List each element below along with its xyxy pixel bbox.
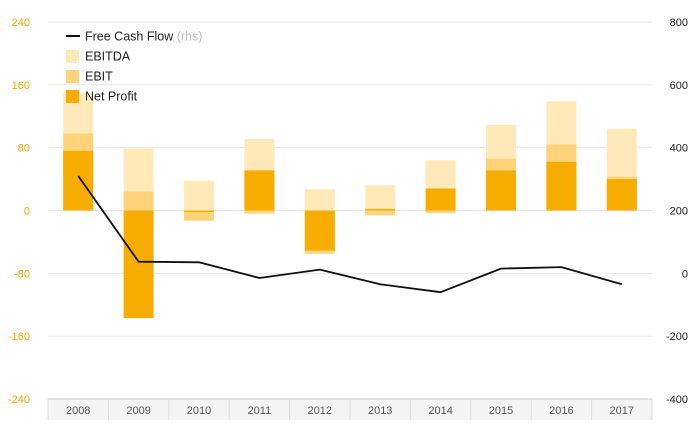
legend-label: Free Cash Flow (rhs) [85, 30, 202, 44]
ebit-bar [365, 210, 396, 216]
x-axis: 2008 2009 2010 2011 2012 2013 2014 2015 2016 2017 [47, 398, 653, 420]
left-tick-label: 80 [18, 143, 30, 155]
legend-label-name: EBITDA [85, 50, 131, 64]
x-tick-label: 2011 [248, 405, 272, 417]
legend-label: EBITDA [85, 50, 131, 64]
right-tick-label: 600 [670, 80, 688, 92]
ebitda-bar [365, 185, 396, 211]
net-profit-bar [244, 170, 275, 211]
legend-label-name: EBIT [85, 70, 113, 84]
ebitda-bar [184, 180, 214, 211]
right-tick-label: -400 [666, 394, 688, 406]
x-tick-label: 2015 [489, 405, 513, 417]
ebit-bar [184, 210, 214, 221]
net-profit-bar [425, 188, 456, 211]
left-axis: 240 160 80 0 -80 -160 -240 [8, 17, 30, 406]
legend-label-name: Net Profit [85, 90, 138, 104]
x-tick-label: 2008 [66, 405, 90, 417]
ebit-bar [244, 210, 275, 214]
ebit-bar [123, 191, 154, 211]
net-profit-bar [486, 170, 516, 211]
left-tick-label: 0 [24, 206, 30, 218]
right-tick-label: 200 [670, 206, 688, 218]
net-profit-bar [63, 150, 94, 211]
left-tick-label: 240 [12, 17, 30, 29]
left-tick-label: 160 [12, 80, 30, 92]
x-tick-label: 2013 [368, 405, 392, 417]
x-tick-label: 2017 [610, 405, 634, 417]
net-profit-bar [546, 161, 577, 211]
x-tick-label: 2014 [428, 405, 452, 417]
legend-label-name: Free Cash Flow [85, 30, 174, 44]
legend: Free Cash Flow (rhs) EBITDA EBIT Net Profit [66, 30, 202, 104]
legend-box-swatch [66, 50, 79, 63]
right-tick-label: 400 [670, 143, 688, 155]
x-tick-label: 2009 [126, 405, 150, 417]
net-profit-bar [606, 179, 637, 211]
right-tick-label: 0 [682, 268, 688, 280]
left-tick-label: -240 [8, 394, 30, 406]
left-tick-label: -80 [14, 268, 30, 280]
right-axis: 800 600 400 200 0 -200 -400 [666, 17, 688, 406]
x-tick-label: 2012 [308, 405, 332, 417]
legend-label-suffix: (rhs) [173, 30, 202, 44]
legend-box-swatch [66, 70, 79, 83]
net-profit-bar [123, 210, 154, 319]
x-tick-label: 2010 [187, 405, 211, 417]
ebit-bar [425, 210, 456, 213]
ebitda-bar [304, 189, 335, 211]
free-cash-flow-line [77, 175, 623, 294]
net-profit-bar [304, 210, 335, 251]
bars [63, 93, 637, 319]
right-tick-label: -200 [666, 331, 688, 343]
legend-label: Net Profit [85, 90, 138, 104]
right-tick-label: 800 [670, 17, 688, 29]
net-profit-bar [184, 210, 214, 213]
net-profit-bar [365, 208, 396, 211]
legend-label: EBIT [85, 70, 113, 84]
free-cash-flow-series [77, 175, 623, 294]
legend-box-swatch [66, 90, 79, 103]
left-tick-label: -160 [8, 331, 30, 343]
x-tick-label: 2016 [549, 405, 573, 417]
